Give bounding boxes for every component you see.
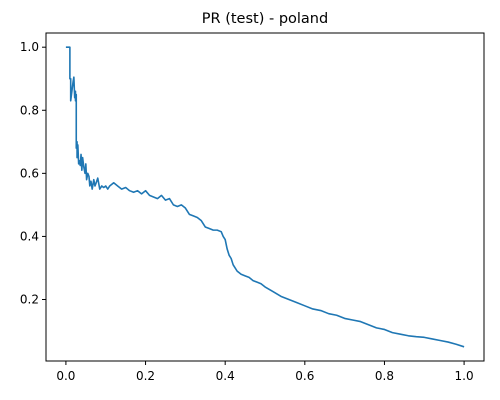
x-tick-label: 0.4 [216,369,235,383]
x-tick-label: 0.8 [375,369,394,383]
y-tick-label: 0.4 [20,229,39,243]
y-tick-label: 1.0 [20,40,39,54]
x-tick-label: 0.0 [56,369,75,383]
x-tick-label: 1.0 [455,369,474,383]
y-tick-label: 0.8 [20,103,39,117]
x-tick-label: 0.2 [136,369,155,383]
y-tick-label: 0.6 [20,166,39,180]
y-tick-label: 0.2 [20,293,39,307]
pr-curve-line [65,46,465,348]
axes-frame [45,32,485,362]
x-tick-label: 0.6 [295,369,314,383]
chart-title: PR (test) - poland [201,11,329,27]
